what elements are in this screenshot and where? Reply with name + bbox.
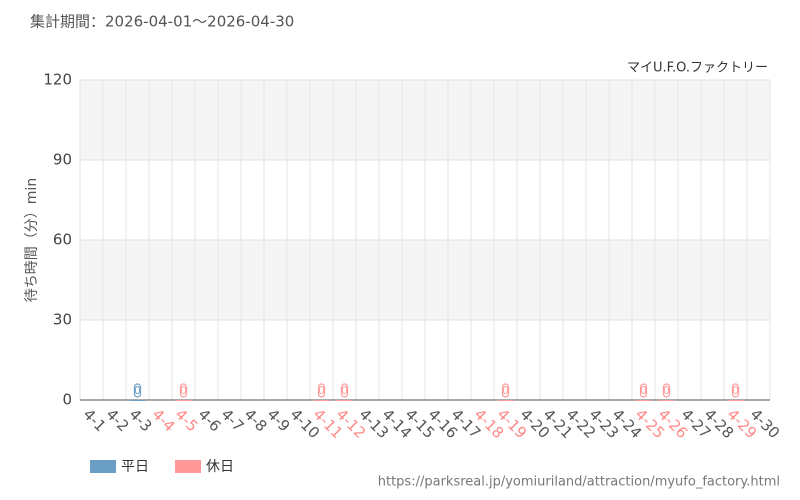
legend-swatch	[90, 460, 116, 473]
value-label-box	[662, 383, 671, 398]
legend-swatch	[175, 460, 201, 473]
value-label: 0	[640, 384, 647, 397]
value-label: 0	[732, 384, 739, 397]
value-label-box	[317, 383, 326, 398]
value-label: 0	[663, 384, 670, 397]
value-label-box	[179, 383, 188, 398]
chart-subtitle: マイU.F.O.ファクトリー	[627, 61, 768, 76]
bar	[635, 400, 652, 401]
value-label: 0	[180, 384, 187, 397]
value-label-box	[731, 383, 740, 398]
y-tick-label: 120	[43, 71, 72, 89]
source-url: https://parksreal.jp/yomiuriland/attract…	[378, 475, 780, 490]
y-tick-label: 0	[62, 391, 72, 409]
bar	[336, 400, 353, 401]
value-label: 0	[134, 384, 141, 397]
legend-label: 休日	[206, 459, 234, 475]
value-label-box	[340, 383, 349, 398]
bar	[497, 400, 514, 401]
value-label-box	[133, 383, 142, 398]
y-tick-label: 90	[53, 151, 72, 169]
value-label: 0	[341, 384, 348, 397]
bar	[658, 400, 675, 401]
value-label-box	[639, 383, 648, 398]
chart-title: 集計期間：2026-04-01～2026-04-30	[30, 13, 294, 31]
y-axis-label: 待ち時間（分）min	[24, 178, 40, 302]
bar	[727, 400, 744, 401]
value-label: 0	[502, 384, 509, 397]
value-label: 0	[318, 384, 325, 397]
legend-label: 平日	[121, 459, 149, 475]
value-label-box	[501, 383, 510, 398]
y-tick-label: 60	[53, 231, 72, 249]
y-tick-label: 30	[53, 311, 72, 329]
bar	[313, 400, 330, 401]
bar	[175, 400, 192, 401]
bar	[129, 400, 146, 401]
